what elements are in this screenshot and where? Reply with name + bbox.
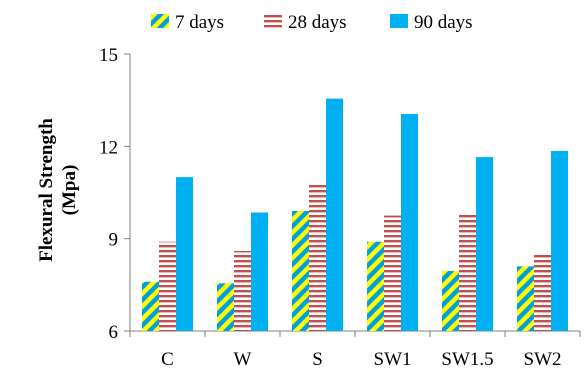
y-tick-label: 6 [109, 322, 119, 343]
x-tick-label: SW2 [524, 349, 562, 370]
bars [142, 98, 568, 332]
y-axis-title: Flexural Strength (Mpa) [36, 118, 80, 262]
y-tick-labels: 6 9 12 15 [99, 45, 118, 343]
x-tick-label: C [161, 349, 174, 370]
bar-90-days-S [326, 98, 343, 331]
legend-label: 28 days [288, 12, 347, 33]
bar-90-days-C [176, 177, 193, 331]
bar-7-days-SW1 [367, 241, 384, 331]
bar-28-days-W [234, 250, 251, 331]
bar-90-days-W [251, 212, 268, 331]
x-tick-label: SW1 [374, 349, 412, 370]
bar-28-days-SW1 [384, 215, 401, 331]
y-tick-label: 15 [99, 45, 118, 66]
bar-90-days-SW1_5 [476, 157, 493, 331]
bar-7-days-SW2 [517, 266, 534, 331]
x-tick-label: SW1.5 [441, 349, 493, 370]
bar-7-days-C [142, 281, 159, 331]
bar-90-days-SW2 [551, 150, 568, 331]
legend-swatch-7-days [151, 14, 169, 28]
y-axis-title-line: (Mpa) [59, 165, 80, 216]
bar-28-days-S [309, 183, 326, 331]
bar-28-days-SW2 [534, 254, 551, 331]
bar-28-days-SW1_5 [459, 212, 476, 331]
legend-swatch-90-days [390, 14, 408, 28]
legend-swatch-28-days [264, 14, 282, 28]
x-tick-label: W [234, 349, 252, 370]
legend-label: 7 days [175, 12, 224, 33]
y-tick-label: 12 [99, 137, 118, 158]
axes [124, 53, 581, 337]
x-tick-label: S [312, 349, 323, 370]
y-tick-label: 9 [109, 230, 119, 251]
bar-7-days-SW1_5 [442, 270, 459, 331]
y-axis-title-line: Flexural Strength [36, 118, 57, 262]
bar-7-days-S [292, 210, 309, 331]
legend-label: 90 days [414, 12, 473, 33]
bar-90-days-SW1 [401, 114, 418, 332]
bar-7-days-W [217, 283, 234, 331]
legend: 7 days 28 days 90 days [151, 12, 473, 33]
bar-28-days-C [159, 241, 176, 331]
x-tick-labels: C W S SW1 SW1.5 SW2 [161, 349, 561, 370]
